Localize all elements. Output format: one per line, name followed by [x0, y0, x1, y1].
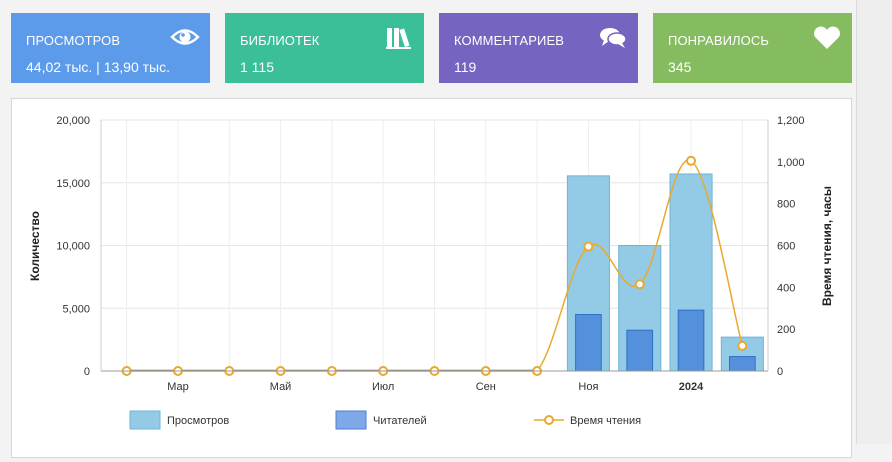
right-scroll-strip: [856, 0, 892, 444]
y2-tick-label: 200: [777, 324, 795, 336]
y2-axis-title: Время чтения, часы: [820, 186, 834, 306]
x-tick-label: Сен: [476, 381, 496, 393]
bar-readers: [677, 309, 705, 372]
reading-time-point: [583, 241, 594, 252]
stat-card-label: Просмотров: [26, 33, 121, 48]
legend-item-views: Просмотров: [129, 410, 229, 430]
legend-label-views: Просмотров: [167, 415, 229, 427]
chart-axes: 0 5,000 10,000 15,000 20,000 0 200 400 600 800 1,0…: [56, 115, 804, 393]
reading-time-point: [737, 340, 748, 351]
statistics-chart: 0 5,000 10,000 15,000 20,000 0 200 400 600 800 1,0…: [28, 115, 834, 430]
heart-icon: [814, 26, 840, 49]
y-tick-label: 15,000: [56, 178, 90, 190]
chart-grid: [101, 119, 768, 372]
y2-tick-label: 800: [777, 199, 795, 211]
x-tick-label: Июл: [372, 381, 394, 393]
bar-readers: [729, 356, 756, 372]
y2-tick-label: 1,000: [777, 157, 805, 169]
legend-item-reading-time: Время чтения: [534, 415, 641, 427]
legend-item-readers: Читателей: [335, 410, 427, 430]
stat-card-libraries: Библиотек 1 115: [225, 13, 424, 83]
y-tick-label: 10,000: [56, 241, 90, 253]
stat-card-value: 1 115: [240, 59, 274, 75]
stat-card-comments: Комментариев 119: [439, 13, 638, 83]
legend-label-reading-time: Время чтения: [570, 415, 641, 427]
chart-panel: 0 5,000 10,000 15,000 20,000 0 200 400 600 800 1,0…: [11, 98, 852, 458]
legend-label-readers: Читателей: [373, 415, 427, 427]
legend-swatch-readers: [335, 410, 367, 430]
x-tick-label: 2024: [679, 381, 704, 393]
x-tick-label: Мар: [167, 381, 189, 393]
chart-bars: [126, 173, 764, 372]
stat-card-value: 119: [454, 59, 477, 75]
stat-card-value: 44,02 тыс. | 13,90 тыс.: [26, 59, 170, 75]
bar-readers: [626, 329, 654, 372]
reading-time-point: [686, 155, 697, 166]
stat-card-label: Библиотек: [240, 33, 320, 48]
reading-time-point: [634, 279, 645, 290]
y2-tick-label: 600: [777, 241, 795, 253]
bar-readers: [575, 314, 602, 372]
y2-tick-label: 1,200: [777, 115, 805, 127]
y-tick-label: 0: [84, 366, 90, 378]
legend-swatch-views: [129, 410, 161, 430]
x-tick-label: Май: [270, 381, 292, 393]
chart-legend: Просмотров Читателей Время чтения: [129, 410, 641, 430]
y-tick-label: 20,000: [56, 115, 90, 127]
eye-icon: [170, 29, 200, 45]
comments-icon: [600, 28, 627, 48]
stat-card-label: Понравилось: [668, 33, 769, 48]
y2-tick-label: 0: [777, 366, 783, 378]
legend-swatch-point: [544, 415, 554, 425]
x-tick-label: Ноя: [578, 381, 598, 393]
stat-card-value: 345: [668, 59, 692, 75]
stat-card-views: Просмотров 44,02 тыс. | 13,90 тыс.: [11, 13, 210, 83]
y2-tick-label: 400: [777, 282, 795, 294]
stat-card-label: Комментариев: [454, 33, 564, 48]
y-tick-label: 5,000: [62, 303, 90, 315]
stat-card-likes: Понравилось 345: [653, 13, 852, 83]
books-icon: [386, 28, 411, 49]
y-axis-title: Количество: [28, 211, 42, 281]
